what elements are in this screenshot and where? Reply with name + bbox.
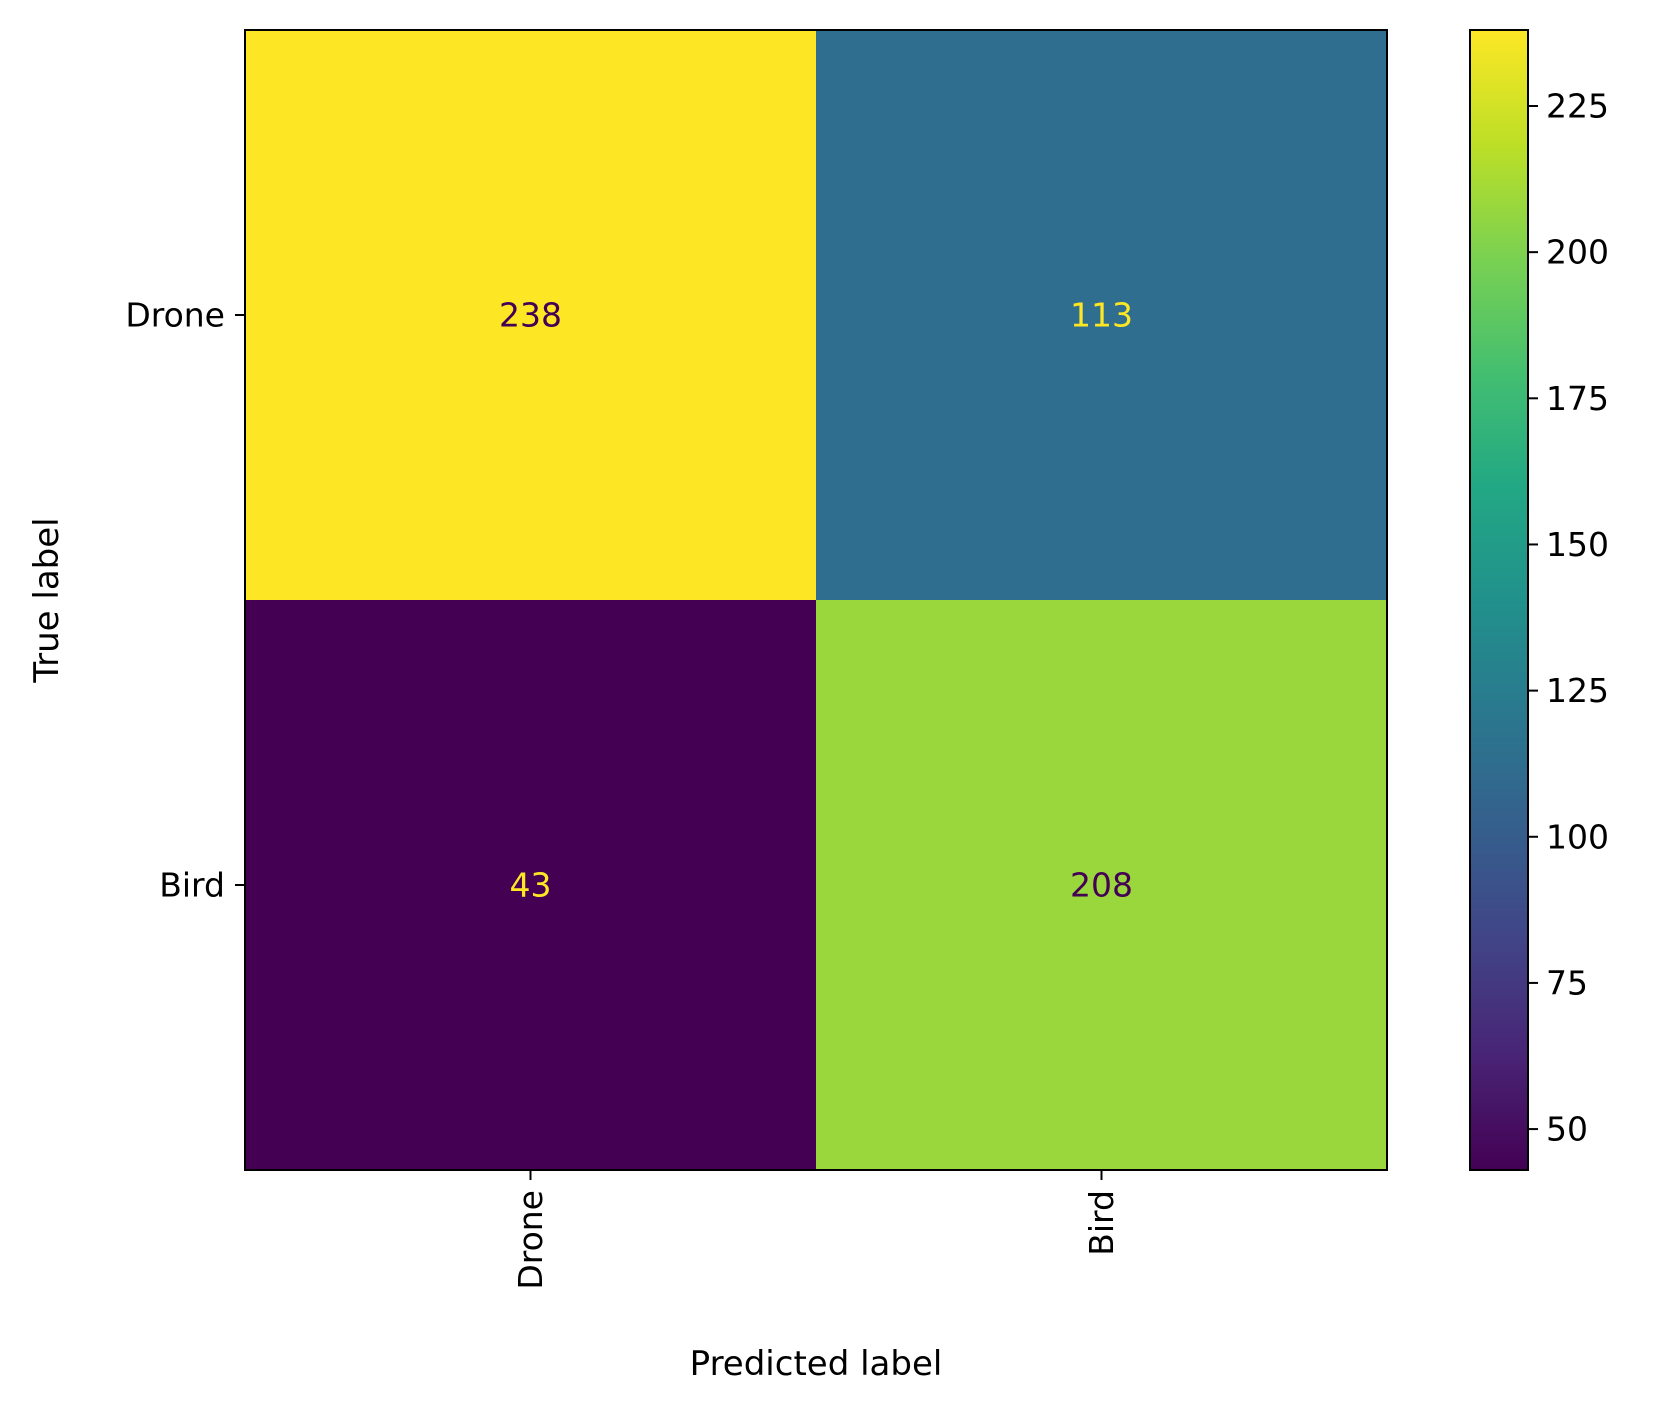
cell-value-label: 238 (499, 296, 562, 335)
matrix-cell (245, 600, 816, 1170)
cell-value-label: 208 (1070, 866, 1133, 905)
colorbar-tick-label: 200 (1546, 233, 1609, 272)
colorbar-tick-label: 125 (1546, 671, 1609, 710)
colorbar (1470, 30, 1528, 1170)
matrix-area: 238 113 43 208 (245, 30, 1387, 1170)
y-axis-title: True label (27, 517, 67, 683)
x-axis-title: Predicted label (690, 1344, 943, 1384)
y-axis: Drone Bird (125, 296, 245, 905)
y-tick-label: Drone (125, 296, 225, 335)
x-tick-label: Drone (511, 1190, 550, 1290)
matrix-frame (244, 29, 1388, 1171)
colorbar-tick-label: 225 (1546, 87, 1609, 126)
colorbar-tick-label: 100 (1546, 817, 1609, 856)
cell-value-label: 43 (510, 866, 552, 905)
x-axis: Drone Bird (511, 1170, 1121, 1290)
colorbar-axis: 50 75 100 125 150 175 200 225 (1528, 87, 1609, 1149)
matrix-cell (816, 600, 1387, 1170)
x-tick-label: Bird (1082, 1190, 1121, 1256)
matrix-cell (245, 30, 816, 600)
matrix-cell (816, 30, 1387, 600)
colorbar-tick-label: 75 (1546, 963, 1588, 1002)
colorbar-frame (1469, 29, 1529, 1171)
cell-value-label: 113 (1070, 296, 1133, 335)
y-tick-label: Bird (159, 866, 225, 905)
colorbar-tick-label: 150 (1546, 525, 1609, 564)
colorbar-tick-label: 50 (1546, 1110, 1588, 1149)
colorbar-tick-label: 175 (1546, 379, 1609, 418)
